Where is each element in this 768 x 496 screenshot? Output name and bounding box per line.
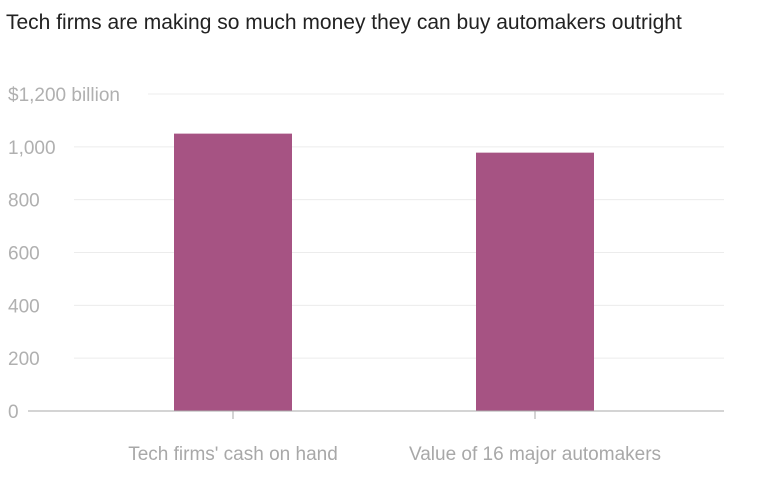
y-tick-label: 800 (8, 191, 40, 212)
x-tick-label: Tech firms' cash on hand (128, 444, 338, 465)
x-tick-labels: Tech firms' cash on hand Value of 16 majo… (128, 444, 661, 465)
y-tick-label: 0 (8, 402, 19, 423)
y-tick-label: 400 (8, 296, 40, 317)
bars (174, 133, 594, 411)
y-tick-label: 600 (8, 244, 40, 265)
bar (476, 152, 594, 411)
x-axis (28, 410, 724, 419)
chart-title: Tech firms are making so much money they… (6, 11, 682, 34)
gridlines (74, 93, 724, 359)
y-tick-labels: 0 200 400 600 800 1,000 $1,200 billion (8, 85, 120, 423)
y-tick-label: $1,200 billion (8, 85, 120, 106)
y-tick-label: 200 (8, 349, 40, 370)
y-tick-label: 1,000 (8, 138, 56, 159)
x-tick-label: Value of 16 major automakers (409, 444, 661, 465)
bar (174, 133, 292, 411)
